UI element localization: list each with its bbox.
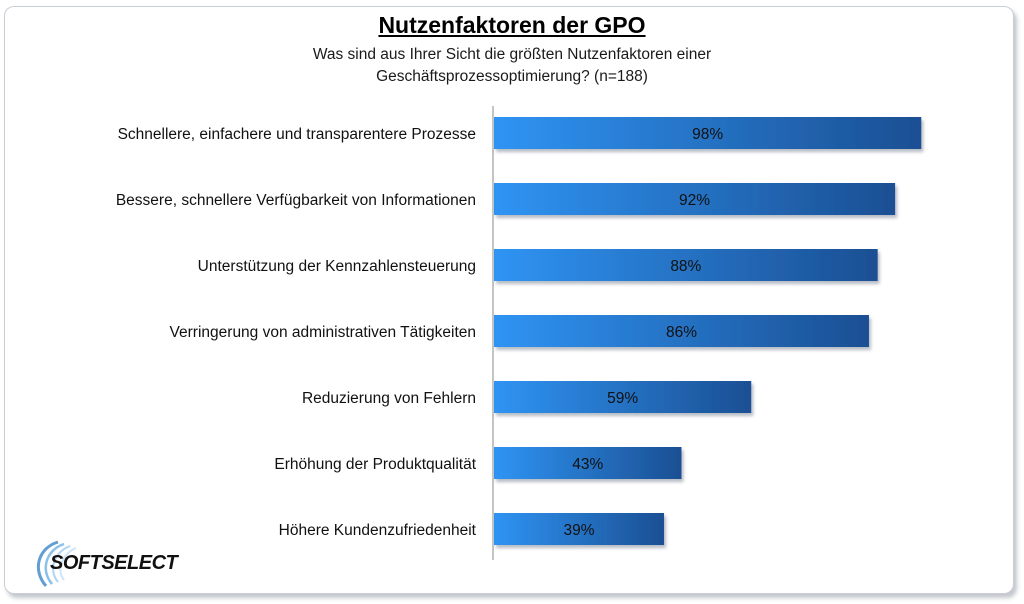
bar-value-label: 88% — [670, 258, 701, 275]
bar — [494, 249, 878, 281]
category-label: Höhere Kundenzufriedenheit — [279, 522, 477, 539]
bar-value-label: 39% — [564, 522, 595, 539]
bar — [494, 117, 922, 149]
bar-value-label: 98% — [692, 126, 723, 143]
chart-subtitle: Was sind aus Ihrer Sicht die größten Nut… — [312, 46, 712, 85]
category-label: Erhöhung der Produktqualität — [274, 456, 476, 473]
chart-title: Nutzenfaktoren der GPO — [378, 12, 646, 38]
bar-value-label: 92% — [679, 192, 710, 209]
logo-text: SOFTSELECT — [50, 552, 178, 574]
softselect-logo — [36, 540, 77, 587]
bar — [494, 183, 896, 215]
bar-value-label: 86% — [666, 324, 697, 341]
bar — [494, 447, 682, 479]
category-label: Schnellere, einfachere und transparenter… — [118, 126, 476, 143]
bar — [494, 381, 752, 413]
bar-value-label: 43% — [572, 456, 603, 473]
chart-frame — [4, 6, 1014, 594]
category-label: Unterstützung der Kennzahlensteuerung — [198, 258, 476, 275]
bar-value-label: 59% — [607, 390, 638, 407]
bar — [494, 513, 665, 545]
category-label: Verringerung von administrativen Tätigke… — [170, 324, 476, 341]
category-label: Bessere, schnellere Verfügbarkeit von In… — [116, 192, 476, 209]
bar — [494, 315, 869, 347]
category-label: Reduzierung von Fehlern — [302, 390, 476, 407]
